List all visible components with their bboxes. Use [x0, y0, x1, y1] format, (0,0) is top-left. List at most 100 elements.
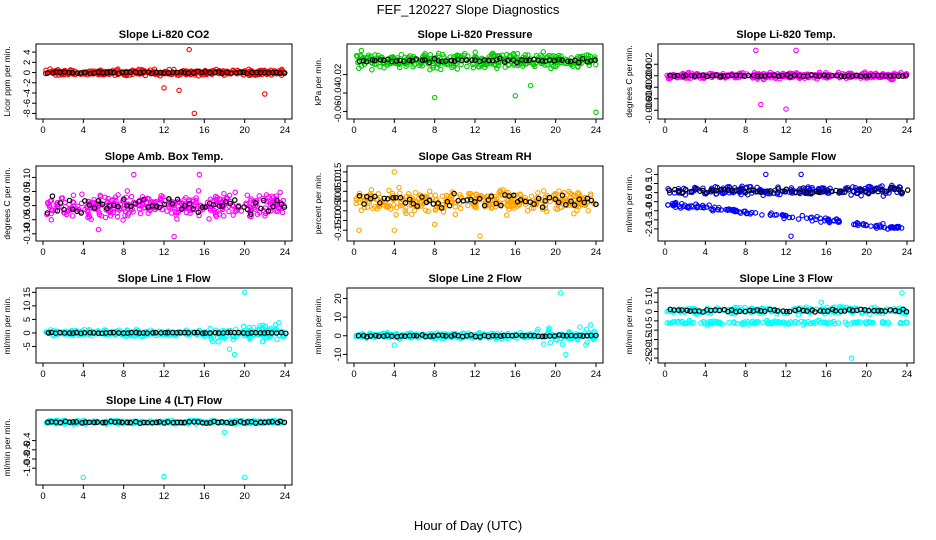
data-point — [472, 53, 478, 60]
data-point — [426, 188, 433, 195]
y-tick-label: 0.002 — [644, 52, 655, 76]
reference-point — [244, 70, 250, 77]
x-tick-label: 24 — [591, 125, 602, 136]
y-tick-label: 0 — [22, 70, 33, 75]
reference-point — [86, 202, 93, 208]
reference-point — [899, 189, 906, 196]
data-point — [698, 204, 704, 211]
data-point — [274, 336, 280, 343]
data-point — [393, 204, 400, 211]
reference-point — [431, 55, 438, 62]
data-point — [353, 52, 360, 59]
y-tick-label: 2 — [22, 60, 33, 65]
reference-points — [44, 193, 288, 218]
data-point — [403, 193, 410, 200]
reference-point — [369, 57, 376, 63]
reference-point — [202, 68, 208, 75]
x-tick-label: 20 — [550, 247, 561, 258]
data-point — [715, 207, 721, 213]
reference-point — [169, 200, 176, 207]
y-tick-label: 5 — [644, 300, 655, 305]
reference-point — [410, 200, 417, 207]
panel-title: Slope Li-820 Temp. — [736, 29, 835, 41]
y-tick-label: -4 — [22, 89, 33, 97]
outlier-point — [431, 221, 438, 228]
reference-point — [828, 72, 835, 79]
y-tick-label: -0.5 — [644, 193, 655, 209]
data-point — [158, 197, 164, 204]
reference-point — [281, 204, 288, 211]
data-point — [574, 207, 580, 214]
reference-points — [356, 190, 599, 211]
data-point — [164, 208, 170, 214]
y-tick-label: -2 — [22, 79, 33, 87]
reference-point — [682, 72, 689, 79]
reference-point — [903, 72, 909, 79]
data-point — [506, 199, 513, 205]
outlier-point — [226, 346, 233, 352]
outlier-point — [788, 233, 794, 239]
outlier-point — [818, 299, 825, 305]
panel-5: Slope Gas Stream RH 0 4 8 12 16 20 24 -0.15-0.10… — [313, 151, 604, 258]
data-point — [397, 190, 403, 196]
reference-point — [435, 58, 442, 64]
panel-title: Slope Line 3 Flow — [740, 273, 833, 285]
data-point — [448, 196, 454, 202]
y-tick-label: 0.000 — [644, 64, 655, 88]
reference-point — [791, 72, 798, 79]
data-point — [530, 59, 536, 66]
data-point — [804, 215, 810, 221]
reference-point — [145, 69, 152, 75]
outlier-point — [221, 429, 228, 436]
x-tick-label: 8 — [743, 125, 748, 136]
x-tick-label: 16 — [510, 247, 521, 258]
data-point — [70, 192, 77, 199]
data-points — [664, 290, 910, 361]
data-point — [150, 199, 157, 206]
data-point — [412, 189, 419, 196]
y-axis-label: ml/min per min. — [2, 418, 12, 476]
reference-point — [426, 59, 433, 66]
data-point — [799, 212, 806, 219]
x-tick-label: 0 — [40, 125, 45, 136]
outlier-point — [431, 94, 438, 101]
x-tick-label: 24 — [902, 125, 913, 136]
x-tick-label: 0 — [40, 491, 45, 502]
reference-point — [845, 187, 852, 193]
data-point — [540, 188, 547, 194]
reference-point — [210, 202, 217, 208]
x-tick-label: 4 — [703, 125, 708, 136]
x-tick-label: 20 — [239, 369, 250, 380]
reference-point — [78, 210, 85, 216]
reference-point — [588, 197, 595, 204]
x-tick-label: 4 — [81, 491, 86, 502]
reference-point — [546, 57, 553, 63]
y-tick-label: -5 — [22, 342, 33, 350]
data-point — [48, 217, 55, 223]
data-point — [206, 216, 212, 222]
reference-point — [775, 186, 782, 192]
y-tick-label: 0.10 — [333, 172, 344, 191]
x-tick-label: 8 — [121, 247, 126, 258]
reference-point — [488, 193, 495, 200]
data-point — [552, 191, 558, 197]
reference-point — [384, 196, 391, 202]
reference-point — [44, 210, 51, 216]
data-point — [795, 216, 802, 222]
reference-point — [69, 69, 76, 76]
data-point — [839, 189, 846, 196]
outlier-point — [593, 109, 599, 116]
data-point — [772, 212, 778, 218]
reference-point — [592, 57, 598, 64]
reference-point — [496, 55, 503, 62]
y-axis-label: degrees C per min. — [2, 167, 12, 239]
reference-point — [99, 201, 106, 208]
data-point — [129, 206, 135, 212]
x-tick-label: 12 — [781, 125, 792, 136]
data-point — [402, 208, 409, 214]
reference-point — [278, 201, 285, 208]
reference-point — [674, 72, 681, 79]
x-tick-label: 20 — [861, 247, 872, 258]
y-tick-label: -0.15 — [333, 219, 344, 241]
reference-point — [406, 196, 413, 203]
